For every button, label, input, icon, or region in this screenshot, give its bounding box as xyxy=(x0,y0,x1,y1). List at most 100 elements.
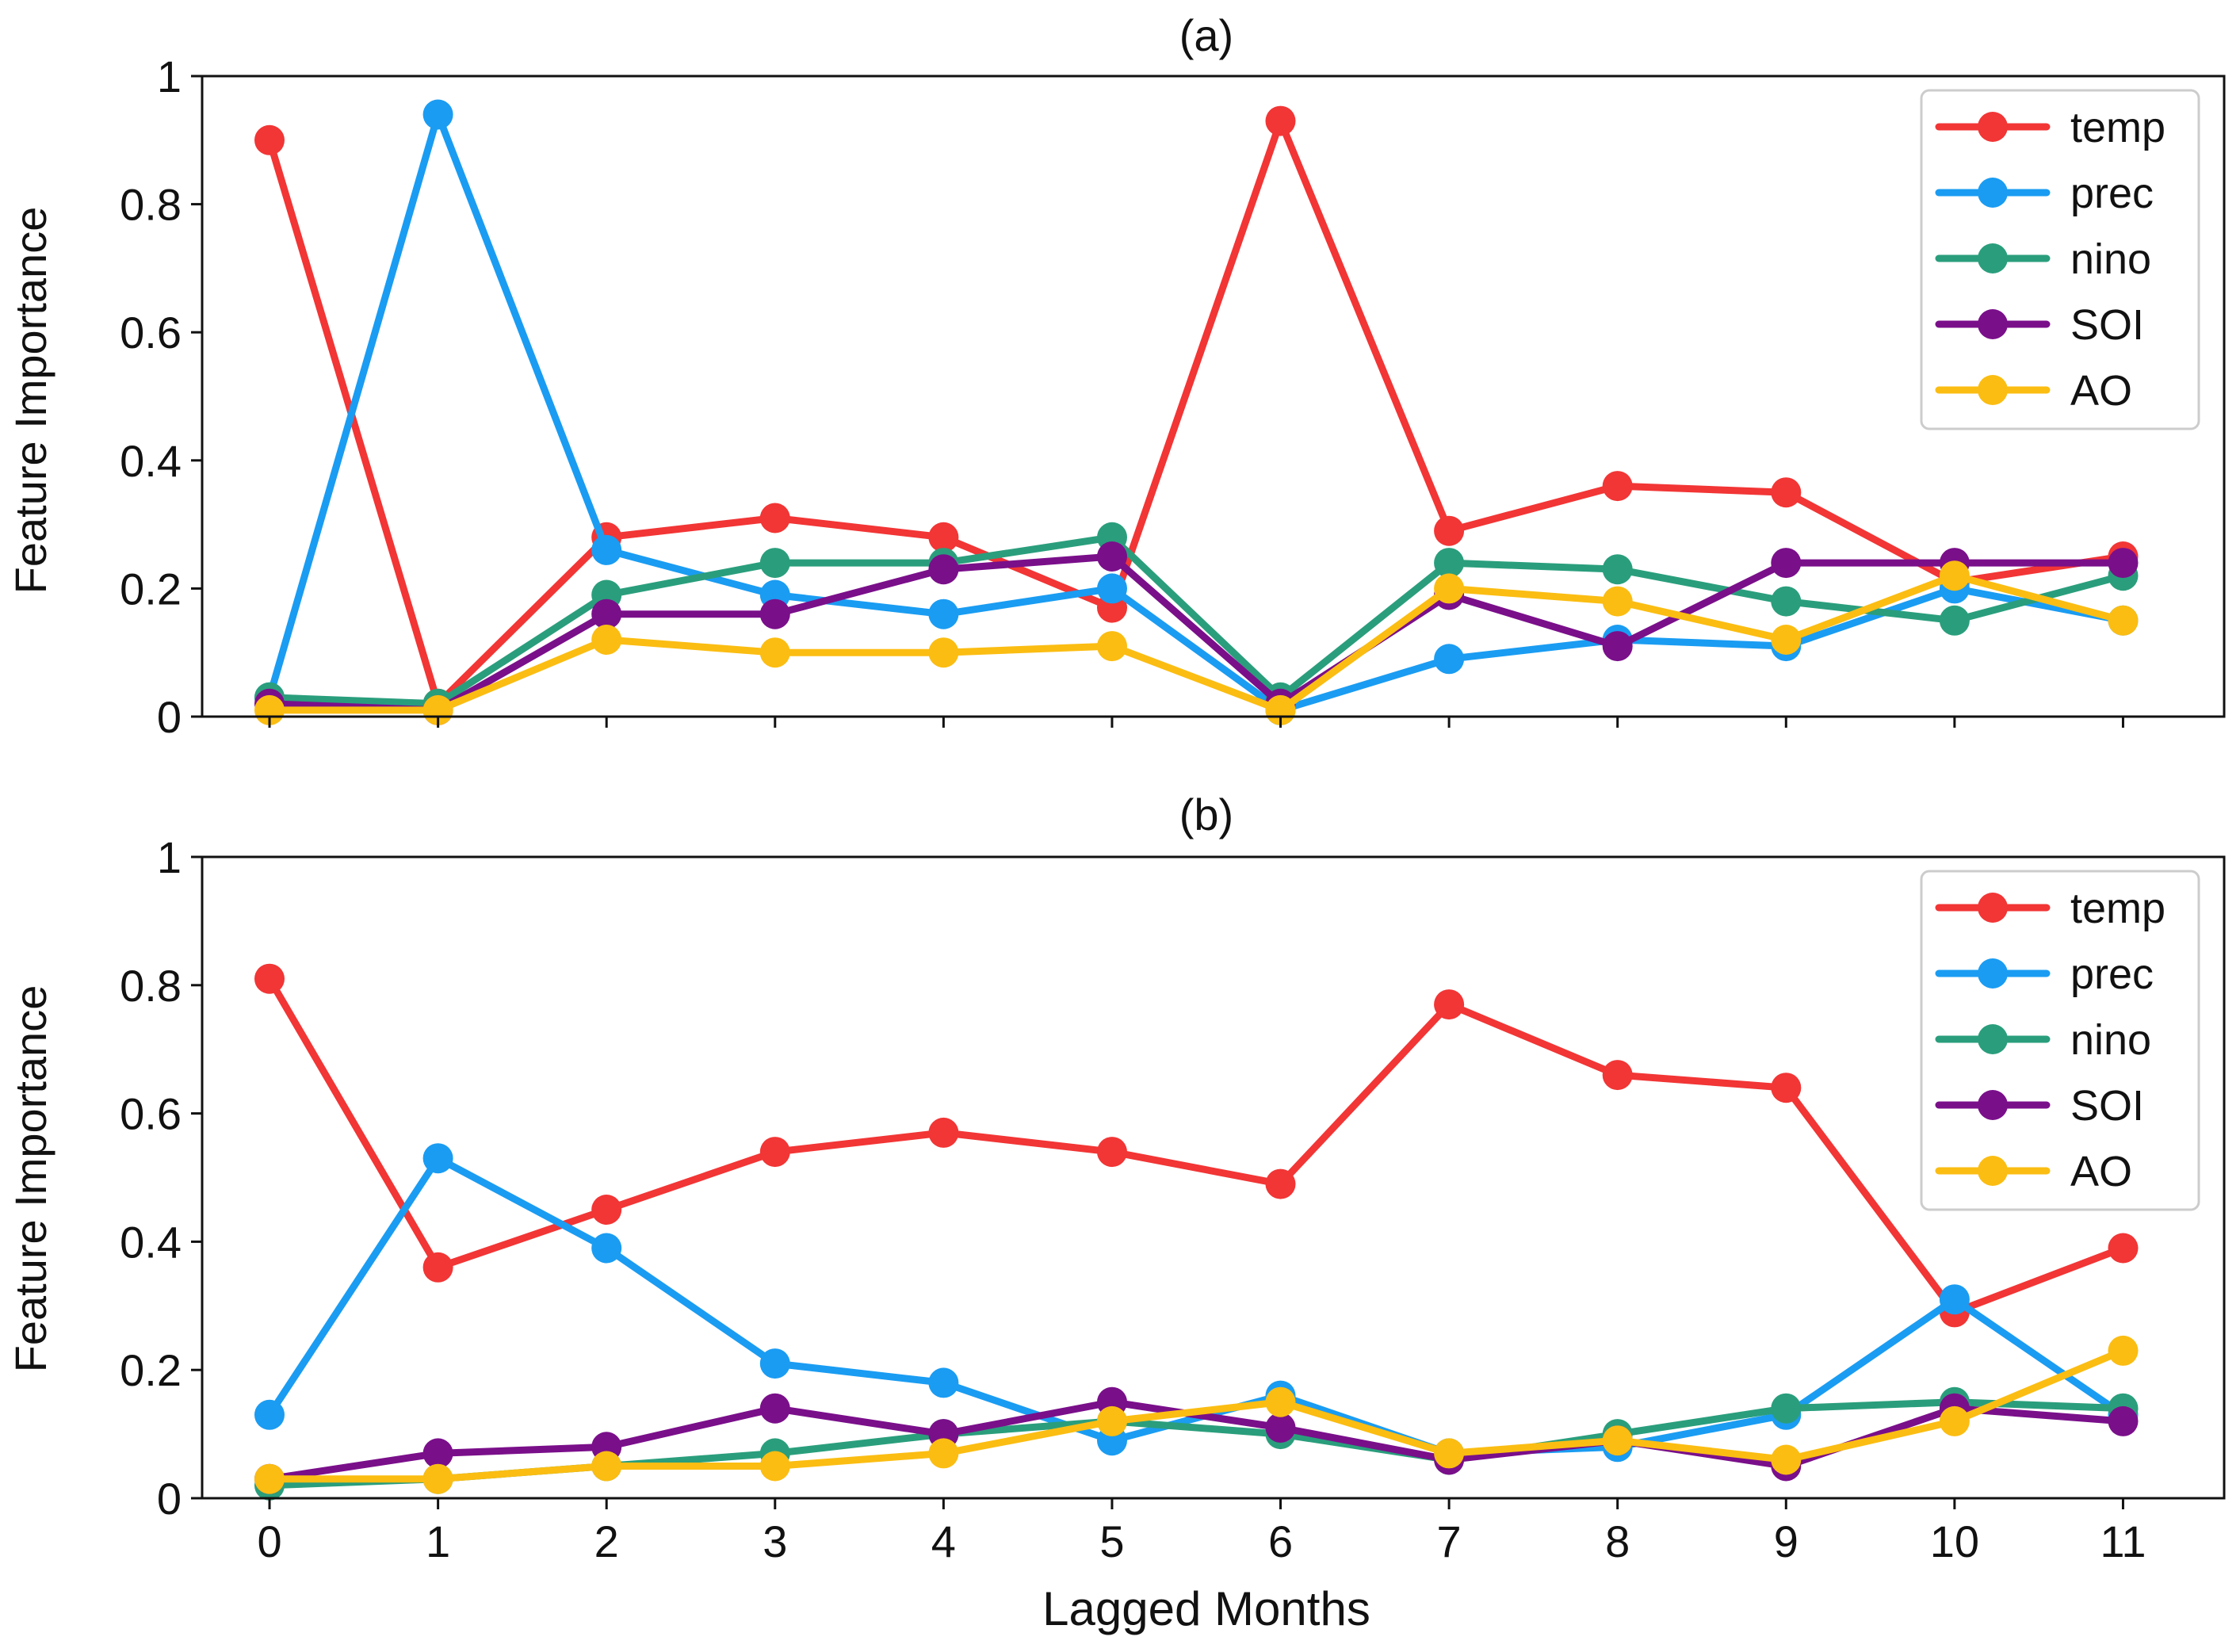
panel-a-legend-marker-temp xyxy=(1978,112,2008,142)
panel-a: (a) Feature Importance 0 0.2 0.4 0.6 0.8 1 tem… xyxy=(6,10,2226,742)
panel-b-legend-marker-soi xyxy=(1978,1090,2008,1120)
panel-a-point-temp-6 xyxy=(1265,105,1296,136)
panel-b-point-prec-0 xyxy=(254,1399,285,1430)
panel-b-legend-marker-temp xyxy=(1978,893,2008,923)
panel-a-point-ao-11 xyxy=(2108,605,2139,636)
panel-a-line-nino xyxy=(266,533,2127,708)
panel-a-point-prec-2 xyxy=(591,534,622,565)
panel-b-point-ao-10 xyxy=(1939,1405,1970,1436)
panel-a-y-axis-label: Feature Importance xyxy=(6,207,55,595)
panel-a-point-soi-5 xyxy=(1097,541,1127,572)
panel-b-point-prec-4 xyxy=(928,1367,959,1398)
panel-a-y-tick-label: 0.6 xyxy=(120,308,182,358)
panel-b: (b) Feature Importance 00.20.40.60.810 1 2… xyxy=(6,790,2226,1635)
x-axis-label: Lagged Months xyxy=(1042,1582,1370,1635)
panel-b-point-ao-3 xyxy=(759,1451,790,1482)
panel-b-point-nino-9 xyxy=(1771,1393,1802,1424)
panel-b-point-temp-4 xyxy=(928,1117,959,1148)
panel-a-y-tick-label: 0.4 xyxy=(120,436,182,486)
panel-a-point-temp-9 xyxy=(1771,477,1802,508)
panel-a-point-ao-5 xyxy=(1097,631,1127,662)
panel-b-point-ao-5 xyxy=(1097,1405,1127,1436)
panel-b-point-ao-8 xyxy=(1602,1425,1633,1456)
panel-a-axes-frame xyxy=(201,75,2226,718)
panel-b-point-ao-0 xyxy=(254,1463,285,1494)
panel-a-line-prec xyxy=(266,111,2127,714)
panel-a-y-tick-label: 0 xyxy=(157,692,182,742)
panel-b-point-ao-9 xyxy=(1771,1444,1802,1475)
panel-b-point-temp-11 xyxy=(2108,1233,2139,1264)
panel-a-point-soi-3 xyxy=(759,598,790,629)
panel-a-point-ao-3 xyxy=(759,637,790,668)
panel-a-point-prec-5 xyxy=(1097,573,1127,604)
panel-b-point-ao-11 xyxy=(2108,1335,2139,1366)
panel-b-legend-label-prec: prec xyxy=(2070,950,2154,998)
panel-b-y-tick-label: 0.6 xyxy=(120,1089,182,1139)
panel-a-legend-label-ao: AO xyxy=(2070,367,2132,415)
panel-a-point-soi-8 xyxy=(1602,631,1633,662)
panel-b-point-ao-1 xyxy=(422,1463,453,1494)
panel-a-legend-box xyxy=(1920,89,2200,430)
x-tick-label: 2 xyxy=(594,1516,619,1566)
panel-a-line-soi xyxy=(266,553,2127,714)
x-tick-label: 10 xyxy=(1930,1516,1979,1566)
panel-a-legend-label-soi: SOI xyxy=(2070,301,2144,349)
panel-b-point-soi-3 xyxy=(759,1393,790,1424)
panel-a-legend-label-prec: prec xyxy=(2070,170,2154,217)
panel-b-point-temp-7 xyxy=(1434,989,1465,1020)
panel-b-y-tick-label: 0 xyxy=(157,1474,182,1524)
panel-a-legend: temp prec nino SOI AO xyxy=(1920,89,2200,430)
panel-b-point-prec-10 xyxy=(1939,1284,1970,1315)
panel-b-legend-label-temp: temp xyxy=(2070,885,2165,932)
panel-b-y-axis-label: Feature Importance xyxy=(6,985,55,1373)
panel-b-point-soi-6 xyxy=(1265,1413,1296,1443)
panel-b-point-temp-8 xyxy=(1602,1060,1633,1091)
panel-b-legend-label-ao: AO xyxy=(2070,1148,2132,1195)
panel-a-y-tick-label: 0.2 xyxy=(120,564,182,614)
panel-a-title: (a) xyxy=(1179,10,1233,60)
panel-a-point-prec-1 xyxy=(422,99,453,130)
x-tick-label: 7 xyxy=(1437,1516,1462,1566)
panel-a-point-ao-10 xyxy=(1939,560,1970,591)
panel-a-y-tick-label: 0.8 xyxy=(120,180,182,230)
panel-a-legend-label-nino: nino xyxy=(2070,235,2151,283)
x-tick-label: 5 xyxy=(1099,1516,1124,1566)
panel-b-point-soi-1 xyxy=(422,1438,453,1469)
panel-a-legend-marker-prec xyxy=(1978,178,2008,208)
panel-a-point-ao-9 xyxy=(1771,625,1802,655)
panel-a-plot-area: 0 0.2 0.4 0.6 0.8 1 temp prec nino SOI AO xyxy=(120,52,2226,742)
panel-b-point-temp-2 xyxy=(591,1195,622,1225)
panel-b-y-tick-label: 1 xyxy=(157,832,182,882)
panel-b-legend-marker-ao xyxy=(1978,1156,2008,1186)
x-tick-label: 9 xyxy=(1774,1516,1798,1566)
panel-b-point-temp-0 xyxy=(254,963,285,994)
panel-b-y-tick-label: 0.8 xyxy=(120,961,182,1011)
panel-b-legend-marker-nino xyxy=(1978,1024,2008,1054)
panel-a-point-prec-4 xyxy=(928,598,959,629)
panel-a-point-ao-4 xyxy=(928,637,959,668)
panel-a-point-nino-3 xyxy=(759,548,790,579)
panel-b-point-soi-11 xyxy=(2108,1405,2139,1436)
panel-b-point-temp-9 xyxy=(1771,1073,1802,1103)
panel-a-point-soi-2 xyxy=(591,598,622,629)
panel-a-point-temp-4 xyxy=(928,522,959,553)
panel-b-point-ao-7 xyxy=(1434,1438,1465,1469)
panel-a-point-soi-9 xyxy=(1771,548,1802,579)
panel-a-point-nino-8 xyxy=(1602,554,1633,585)
panel-a-point-prec-7 xyxy=(1434,644,1465,675)
panel-b-legend-marker-prec xyxy=(1978,958,2008,989)
panel-b-legend-label-soi: SOI xyxy=(2070,1082,2144,1130)
panel-b-legend-label-nino: nino xyxy=(2070,1016,2151,1064)
panel-a-point-ao-8 xyxy=(1602,586,1633,617)
x-tick-label: 4 xyxy=(931,1516,956,1566)
panel-b-legend: temp prec nino SOI AO xyxy=(1920,870,2200,1211)
panel-a-point-ao-2 xyxy=(591,625,622,655)
panel-a-y-tick-label: 1 xyxy=(157,52,182,101)
x-tick-label: 0 xyxy=(257,1516,281,1566)
x-tick-label: 1 xyxy=(426,1516,450,1566)
panel-a-point-nino-7 xyxy=(1434,548,1465,579)
panel-a-point-temp-0 xyxy=(254,124,285,155)
panel-a-legend-marker-nino xyxy=(1978,243,2008,273)
